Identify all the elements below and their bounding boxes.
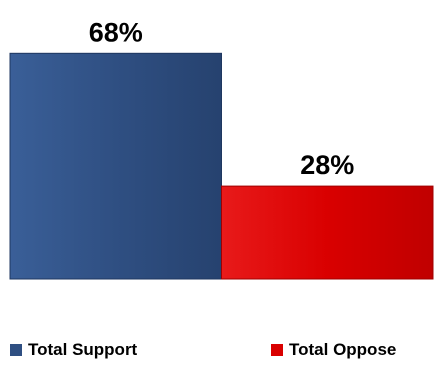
legend-swatch-total-support: [10, 344, 22, 356]
legend-swatch-total-oppose: [271, 344, 283, 356]
legend-label-total-oppose: Total Oppose: [289, 340, 397, 359]
bar-total-oppose: [221, 185, 434, 280]
data-label-total-support: 68%: [89, 17, 143, 47]
bar-total-support: [9, 52, 222, 280]
legend: Total Support Total Oppose: [0, 340, 439, 368]
legend-item-total-oppose: Total Oppose: [271, 340, 396, 360]
legend-item-total-support: Total Support: [10, 340, 137, 360]
legend-label-total-support: Total Support: [28, 340, 138, 359]
data-label-total-oppose: 28%: [300, 150, 354, 180]
